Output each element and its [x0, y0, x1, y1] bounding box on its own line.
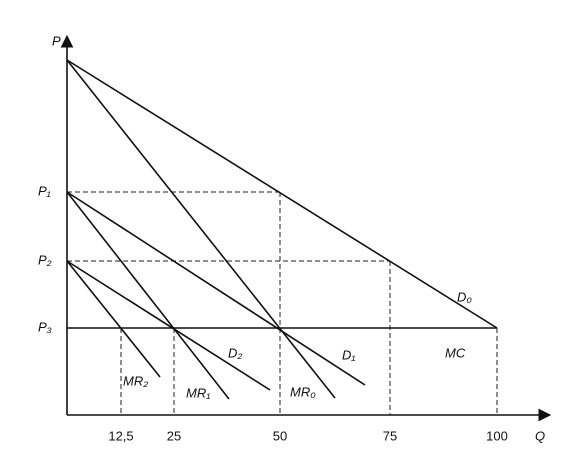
y-tick-label: P₁ [38, 183, 51, 198]
x-axis-label: Q [535, 428, 545, 443]
mr2-line [66, 260, 161, 378]
curve-label: MR₂ [123, 373, 148, 388]
x-tick-label: 100 [486, 428, 508, 443]
d1-line [66, 191, 366, 386]
d2-line [66, 260, 271, 391]
d0-line [66, 59, 498, 329]
curve-label: D₀ [457, 289, 472, 304]
curve-label: MR₁ [186, 385, 210, 400]
mr1-line [66, 191, 230, 400]
x-tick-label: 12,5 [108, 428, 133, 443]
y-tick-label: P₃ [38, 319, 52, 334]
curve-label: D₂ [228, 345, 242, 360]
x-tick-label: 50 [273, 428, 287, 443]
x-tick-label: 25 [167, 428, 181, 443]
curve-label: D₁ [342, 347, 356, 362]
mr0-line [66, 59, 336, 399]
y-tick-label: P₂ [38, 252, 52, 267]
curve-label: MC [445, 345, 466, 360]
y-axis-label: P [52, 33, 61, 48]
x-tick-label: 75 [383, 428, 397, 443]
curve-label: MR₀ [290, 384, 316, 399]
guides [67, 191, 498, 415]
